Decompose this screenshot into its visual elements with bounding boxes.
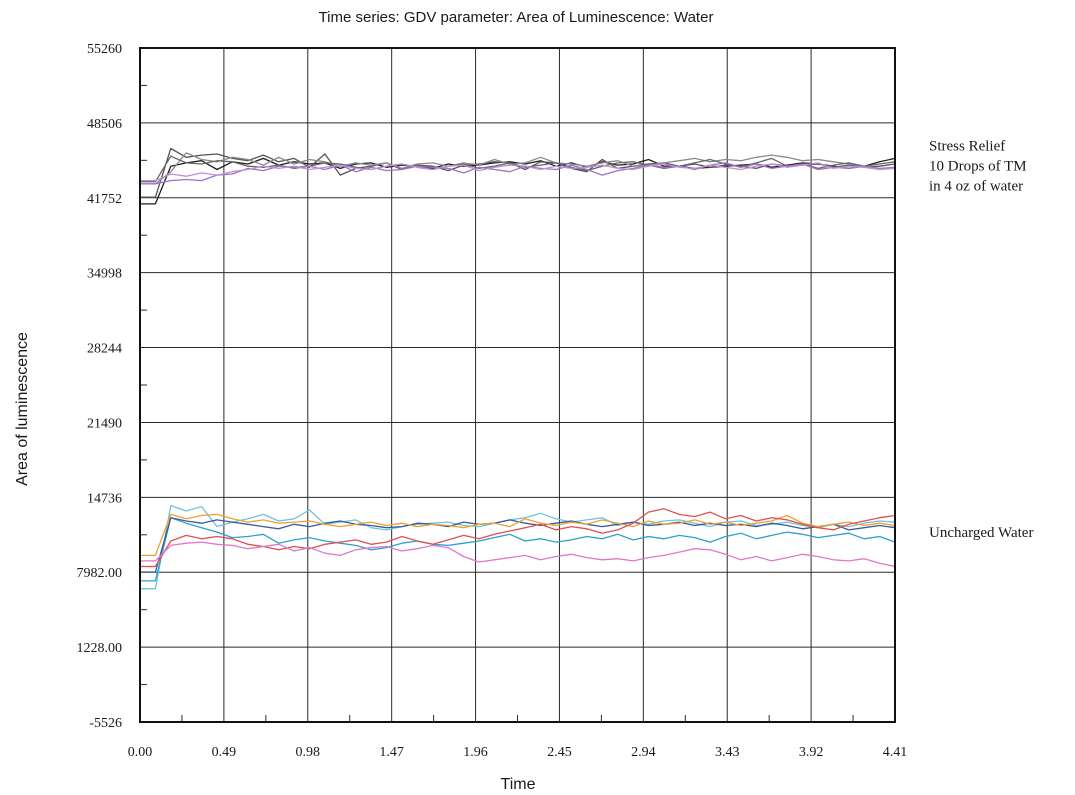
x-axis-label: Time (501, 776, 536, 793)
series-line-uncharged-8 (140, 517, 896, 582)
series-line-stress-3 (140, 152, 896, 185)
x-tick-label: 0.98 (296, 745, 321, 760)
x-tick-label: 0.49 (212, 745, 237, 760)
x-tick-label: 3.92 (799, 745, 824, 760)
y-tick-label: 34998 (87, 267, 122, 282)
x-tick-label: 4.41 (883, 745, 908, 760)
x-tick-label: 0.00 (128, 745, 153, 760)
series-line-uncharged-11 (140, 508, 896, 568)
annotation-stress-line: Stress Relief (929, 138, 1005, 154)
series-line-uncharged-7 (140, 504, 896, 590)
y-tick-label: 55260 (87, 42, 122, 57)
x-tick-labels: 0.00 0.49 0.98 1.47 1.96 2.45 2.94 3.43 3.92 4.41 (128, 745, 908, 760)
gridlines (139, 47, 896, 723)
x-tick-label: 3.43 (715, 745, 740, 760)
x-tick-label: 2.94 (631, 745, 656, 760)
series-lines (140, 147, 896, 590)
y-tick-labels: 55260 48506 41752 34998 28244 21490 14736 7982.… (77, 42, 123, 731)
series-line-stress-5 (140, 162, 896, 185)
series-line-stress-6 (140, 162, 896, 182)
annotation-stress-line: in 4 oz of water (929, 178, 1023, 194)
y-tick-label: 28244 (87, 342, 122, 357)
x-tick-label: 2.45 (547, 745, 572, 760)
x-tick-label: 1.96 (463, 745, 488, 760)
series-line-uncharged-12 (140, 541, 896, 568)
plot-frame (139, 47, 896, 723)
series-line-uncharged-10 (140, 513, 896, 557)
chart-title: Time series: GDV parameter: Area of Lumi… (319, 9, 714, 26)
y-tick-label: 14736 (87, 491, 122, 506)
y-tick-label: 48506 (87, 117, 122, 132)
y-axis-label: Area of luminescence (14, 332, 31, 486)
series-annotations: Stress Relief 10 Drops of TM in 4 oz of wa… (929, 138, 1033, 540)
y-tick-label: 1228.00 (77, 641, 123, 656)
y-tick-label: -5526 (89, 716, 122, 731)
annotation-stress-line: 10 Drops of TM (929, 158, 1027, 174)
series-line-uncharged-9 (140, 517, 896, 573)
annotation-uncharged-line: Uncharged Water (929, 525, 1033, 541)
y-tick-label: 21490 (87, 416, 122, 431)
y-tick-label: 41752 (87, 192, 122, 207)
x-tick-label: 1.47 (379, 745, 404, 760)
series-line-stress-2 (140, 147, 896, 198)
y-tick-label: 7982.00 (77, 566, 123, 581)
